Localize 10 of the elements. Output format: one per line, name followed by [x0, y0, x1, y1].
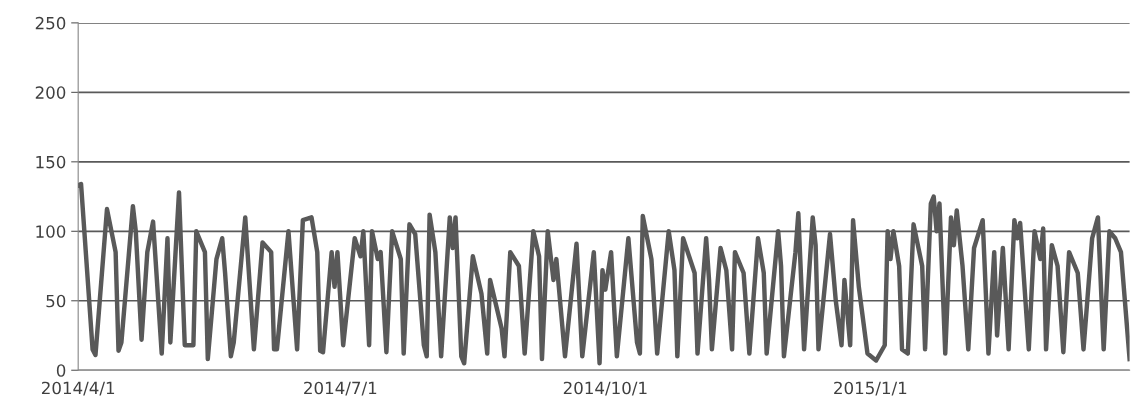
- y-tick-label: 0: [56, 364, 66, 377]
- x-tick-label: 2015/1/1: [834, 381, 907, 396]
- y-tick-label: 100: [36, 225, 66, 238]
- y-tick-label: 250: [35, 16, 66, 30]
- y-tick-label: 150: [36, 155, 66, 169]
- x-tick-label: 2014/4/1: [41, 381, 115, 396]
- x-tick-label: 2014/7/1: [304, 381, 377, 396]
- y-tick-label: 200: [35, 86, 66, 99]
- x-tick-label: 2014/10/1: [563, 381, 647, 396]
- y-tick-label: 50: [46, 294, 66, 308]
